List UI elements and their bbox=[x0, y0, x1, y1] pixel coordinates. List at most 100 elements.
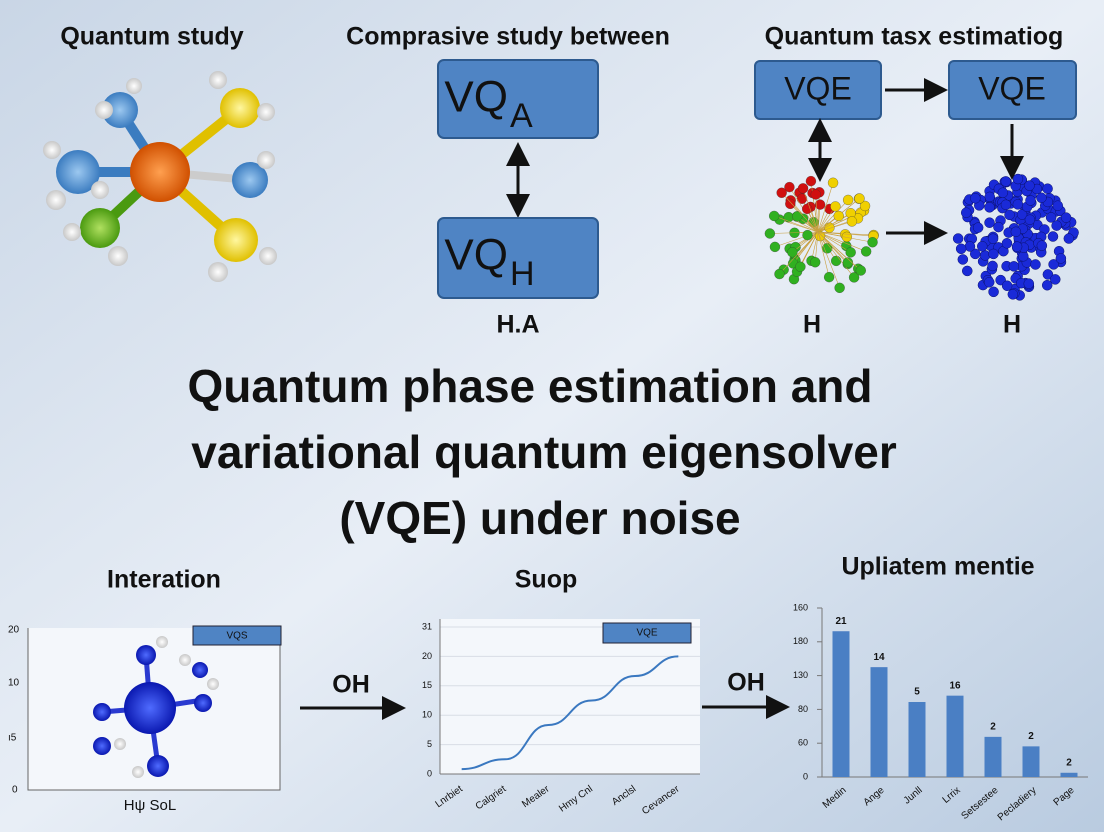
axis-label: 20 bbox=[8, 625, 20, 636]
molecule-cluster bbox=[952, 173, 1079, 301]
atom bbox=[1047, 231, 1059, 242]
atom bbox=[1041, 279, 1053, 291]
atom bbox=[957, 254, 969, 265]
atom bbox=[1004, 209, 1015, 221]
bond bbox=[817, 231, 855, 278]
bar-label: 5 bbox=[914, 687, 920, 698]
plot-area bbox=[440, 619, 700, 774]
caption: H bbox=[803, 311, 821, 339]
bond bbox=[817, 212, 851, 233]
atom bbox=[831, 255, 842, 267]
bond bbox=[817, 231, 867, 252]
atom bbox=[984, 217, 995, 228]
bar bbox=[908, 702, 926, 777]
atom bbox=[1023, 278, 1035, 289]
atom bbox=[827, 177, 839, 188]
box-label: VQE bbox=[978, 70, 1046, 106]
atom bbox=[972, 222, 984, 233]
atom bbox=[997, 187, 1009, 199]
atom bbox=[783, 212, 794, 223]
y-tick-label: 80 bbox=[798, 704, 808, 714]
panel-title: Quantum tasx estimatiog bbox=[765, 23, 1064, 51]
atom bbox=[988, 286, 999, 298]
main-title: variational quantum eigensolver bbox=[191, 426, 897, 478]
main-title: (VQE) under noise bbox=[339, 492, 740, 544]
bar-label: 2 bbox=[1066, 757, 1072, 768]
bond bbox=[792, 231, 819, 253]
atom bbox=[1010, 226, 1022, 238]
atom bbox=[769, 241, 781, 253]
bond bbox=[802, 188, 819, 233]
atom bbox=[860, 246, 872, 257]
atom bbox=[802, 203, 813, 215]
arrow-label: OH bbox=[332, 671, 370, 699]
atom bbox=[1000, 176, 1012, 187]
atom bbox=[1042, 269, 1054, 280]
atom bbox=[787, 247, 798, 258]
y-tick-label: 31 bbox=[422, 621, 432, 631]
atom bbox=[1060, 212, 1072, 223]
atom bbox=[1052, 200, 1064, 211]
atom bbox=[833, 210, 844, 222]
atom bbox=[952, 233, 964, 244]
panel-title: Comprasive study between bbox=[346, 23, 670, 51]
main-title: Quantum phase estimation and bbox=[188, 360, 873, 412]
atom bbox=[964, 241, 976, 252]
atom bbox=[859, 200, 871, 212]
box bbox=[437, 217, 599, 299]
atom bbox=[1008, 261, 1020, 272]
bar-label: 2 bbox=[1028, 731, 1034, 742]
atom bbox=[805, 175, 817, 187]
atom bbox=[983, 277, 995, 288]
atom bbox=[955, 243, 967, 255]
bond bbox=[774, 215, 819, 233]
atom bbox=[846, 216, 858, 227]
box bbox=[948, 60, 1077, 120]
y-tick-label: 5 bbox=[427, 739, 432, 749]
atom bbox=[774, 268, 785, 280]
legend-label: VQS bbox=[226, 631, 247, 642]
y-tick-label: 180 bbox=[793, 636, 808, 646]
atom bbox=[988, 248, 999, 260]
atom bbox=[764, 228, 776, 239]
atom bbox=[960, 207, 972, 218]
atom bbox=[1007, 289, 1019, 300]
atom bbox=[830, 201, 841, 212]
axis-label: 10 bbox=[8, 678, 20, 689]
atom bbox=[987, 260, 998, 272]
box-label: VQ bbox=[444, 231, 508, 280]
atom bbox=[1063, 233, 1075, 244]
atom bbox=[1036, 192, 1047, 204]
molecule bbox=[93, 636, 219, 778]
atom bbox=[776, 187, 787, 198]
bar bbox=[832, 631, 850, 777]
box-subscript: H bbox=[510, 255, 535, 293]
bar-label: 16 bbox=[949, 680, 961, 691]
caption: Hψ SoL bbox=[124, 797, 176, 814]
atom bbox=[1050, 274, 1061, 285]
atom bbox=[842, 257, 854, 268]
panel-title: Quantum study bbox=[60, 23, 243, 51]
atom bbox=[769, 210, 780, 222]
atom bbox=[842, 194, 854, 206]
bond bbox=[815, 194, 819, 233]
atom bbox=[1042, 183, 1053, 194]
atom bbox=[784, 181, 795, 193]
panel-title: Interation bbox=[107, 566, 221, 594]
atom bbox=[977, 241, 988, 252]
atom bbox=[987, 233, 999, 244]
y-tick-label: 0 bbox=[803, 771, 808, 781]
atom bbox=[855, 265, 866, 276]
y-tick-label: 10 bbox=[422, 710, 432, 720]
atom bbox=[1048, 259, 1059, 270]
bond bbox=[817, 231, 874, 237]
atom bbox=[834, 282, 845, 293]
y-tick-label: 20 bbox=[422, 651, 432, 661]
atom bbox=[845, 247, 856, 258]
atom bbox=[1045, 212, 1057, 223]
bond bbox=[817, 206, 836, 233]
atom bbox=[1001, 280, 1013, 292]
atom bbox=[962, 265, 973, 277]
arrow-label: OH bbox=[727, 669, 765, 697]
